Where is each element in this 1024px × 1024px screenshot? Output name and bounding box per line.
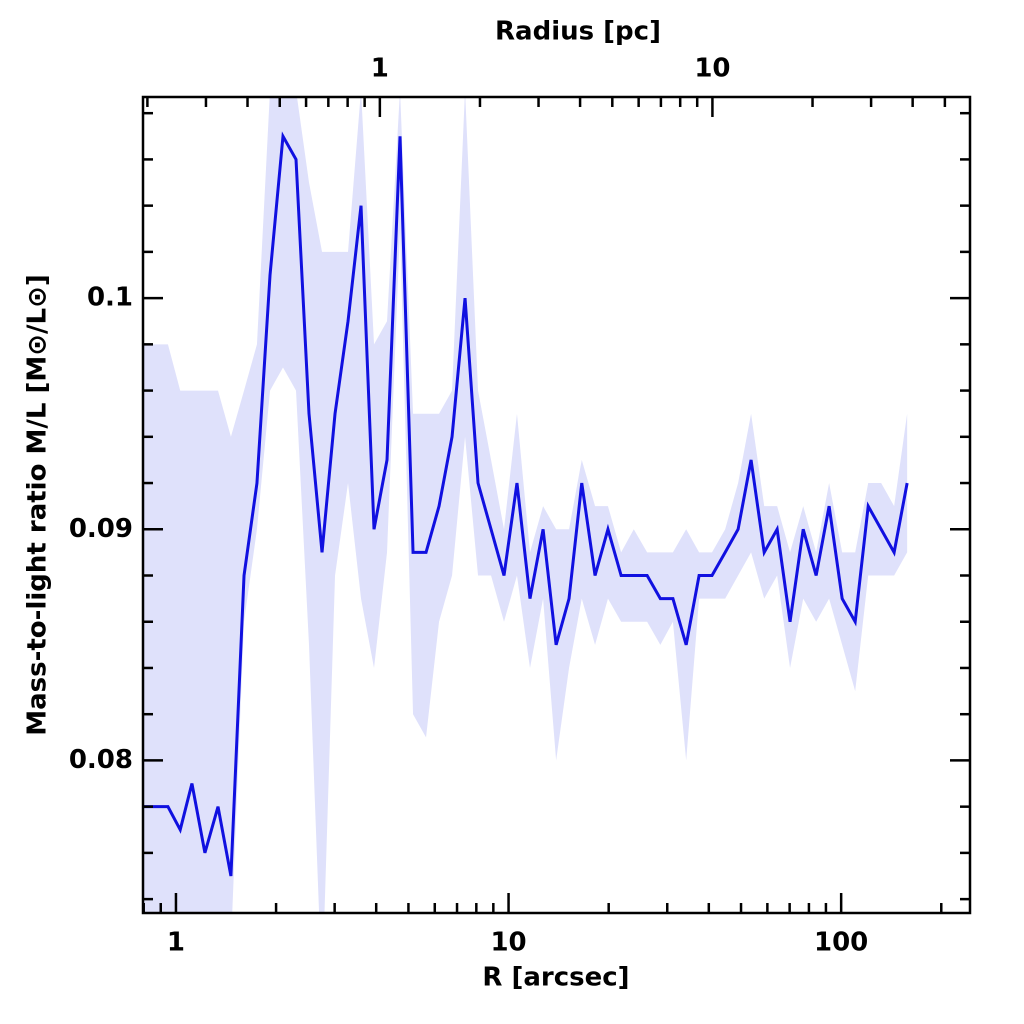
y-tick-label: 0.1 [87,283,133,313]
y-axis-label: Mass-to-light ratio M/L [M⊙/L⊙] [23,274,53,736]
x-axis-label: R [arcsec] [482,963,629,993]
x-tick-label: 1 [167,928,185,958]
x-tick-label: 10 [490,928,526,958]
x2-tick-label: 10 [694,54,730,84]
data-line [143,131,909,877]
x2-tick-label: 1 [371,54,389,84]
y-tick-label: 0.08 [69,745,133,775]
band-group [143,97,908,913]
x-tick-label: 100 [814,928,868,958]
x2-axis-label: Radius [pc] [495,17,661,47]
line-group [143,131,909,877]
error-band [143,97,908,913]
plot-frame [141,95,972,915]
y-tick-label: 0.09 [69,514,133,544]
